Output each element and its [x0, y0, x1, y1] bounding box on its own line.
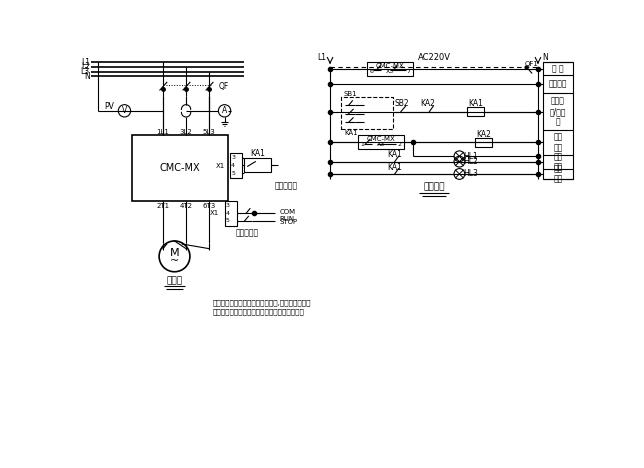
Text: CMC-MX: CMC-MX — [366, 136, 395, 142]
Text: 故障
指示: 故障 指示 — [553, 133, 563, 152]
Text: KA2: KA2 — [421, 99, 435, 109]
Text: 2T1: 2T1 — [156, 203, 169, 209]
Bar — [542, 62, 573, 179]
Text: 5: 5 — [231, 171, 235, 176]
Text: ~: ~ — [170, 256, 179, 266]
Bar — [475, 138, 492, 147]
Text: QF1: QF1 — [525, 61, 539, 67]
Bar — [132, 135, 229, 201]
Text: KA1: KA1 — [345, 130, 358, 136]
Text: 4T2: 4T2 — [180, 203, 193, 209]
Text: STOP: STOP — [279, 219, 298, 226]
Text: 5L3: 5L3 — [203, 129, 216, 135]
Text: CMC-MX: CMC-MX — [160, 163, 200, 173]
Text: L2: L2 — [80, 62, 90, 72]
Text: HL2: HL2 — [463, 157, 478, 166]
Text: 软起动
起/停控
制: 软起动 起/停控 制 — [550, 97, 566, 126]
Text: SB1: SB1 — [344, 91, 357, 97]
Text: X3: X3 — [377, 142, 385, 147]
Text: SB2: SB2 — [394, 99, 409, 109]
Text: V: V — [122, 106, 127, 115]
Text: 的输出方式进行修改，需对此图做相应的调整。: 的输出方式进行修改，需对此图做相应的调整。 — [213, 308, 305, 315]
Text: KA1: KA1 — [250, 149, 265, 159]
Text: L3: L3 — [80, 67, 90, 76]
Text: A: A — [222, 106, 227, 115]
Text: M: M — [170, 249, 179, 258]
Text: KA1: KA1 — [387, 162, 402, 172]
Text: AC220V: AC220V — [417, 53, 451, 62]
Text: 4: 4 — [231, 163, 235, 168]
Text: CMC-MX: CMC-MX — [375, 63, 404, 69]
Text: X3: X3 — [386, 69, 394, 73]
Text: 微 断: 微 断 — [552, 65, 564, 73]
Text: 停止
指示: 停止 指示 — [553, 164, 563, 183]
Text: X1: X1 — [215, 162, 225, 168]
Text: 7: 7 — [406, 69, 411, 73]
Text: HL3: HL3 — [463, 169, 478, 178]
Text: 单节点控制: 单节点控制 — [274, 181, 298, 190]
Text: 6: 6 — [370, 69, 374, 73]
Text: 2: 2 — [397, 142, 401, 147]
Text: KA1: KA1 — [468, 99, 483, 109]
Text: RUN: RUN — [279, 216, 294, 222]
Text: N: N — [84, 72, 90, 80]
Text: KA1: KA1 — [387, 150, 402, 159]
Text: COM: COM — [279, 209, 296, 215]
Text: 控制回路: 控制回路 — [423, 183, 445, 191]
Text: 4: 4 — [225, 211, 230, 216]
Bar — [467, 107, 484, 116]
Bar — [341, 97, 393, 129]
Text: 1L1: 1L1 — [156, 129, 169, 135]
Text: 控制电源: 控制电源 — [549, 80, 567, 89]
Text: QF: QF — [218, 82, 229, 91]
Text: 运行
指示: 运行 指示 — [553, 152, 563, 171]
Text: PV: PV — [104, 102, 114, 111]
Bar — [358, 135, 404, 149]
Text: X1: X1 — [210, 210, 219, 216]
Text: L1: L1 — [317, 53, 327, 62]
Text: 6T3: 6T3 — [202, 203, 216, 209]
Text: 1: 1 — [361, 142, 365, 147]
Text: KA2: KA2 — [476, 130, 491, 139]
Text: 5: 5 — [225, 219, 229, 223]
Text: 双节点控制: 双节点控制 — [236, 229, 260, 238]
Bar — [230, 153, 242, 178]
Text: 3: 3 — [231, 155, 235, 161]
Text: 3: 3 — [225, 203, 230, 208]
Text: 3L2: 3L2 — [180, 129, 193, 135]
Bar — [367, 62, 413, 76]
Bar — [244, 158, 270, 172]
Text: 主回路: 主回路 — [166, 277, 182, 285]
Text: 此控制回路图以出厂参数设置为准,如用户对继电器: 此控制回路图以出厂参数设置为准,如用户对继电器 — [213, 299, 312, 306]
Text: N: N — [542, 53, 547, 62]
Bar — [225, 201, 237, 226]
Text: HL1: HL1 — [463, 152, 478, 161]
Text: L1: L1 — [80, 58, 90, 67]
